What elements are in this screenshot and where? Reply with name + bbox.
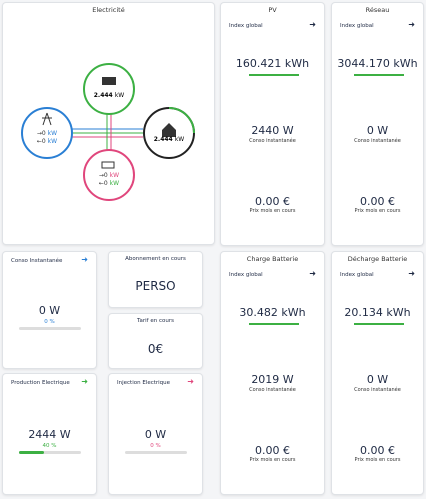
card-value: PERSO: [135, 279, 176, 293]
power-value: 0 W: [366, 124, 389, 137]
percent-value: 0 %: [44, 319, 55, 325]
power-label: Conso instantanée: [354, 387, 401, 393]
card-title: Décharge Batterie: [347, 255, 408, 263]
electricite-card: Electricité 2.444 kW 2.444 kW →0 kW ←0 k…: [2, 2, 215, 245]
power-label: Conso instantanée: [249, 138, 296, 144]
svg-text:→0 kW: →0 kW: [99, 172, 119, 179]
grid-out-value: 0: [42, 138, 46, 145]
house-flow-unit: kW: [175, 136, 184, 143]
progress-track: [19, 327, 81, 330]
pv-card: PV Index global ➜ 160.421 kWh 2440 W Conso in…: [220, 2, 325, 246]
arrow-icon: ➜: [309, 20, 316, 29]
svg-text:←0 kW: ←0 kW: [37, 138, 57, 145]
power-value: 0 W: [38, 304, 61, 317]
decharge_batterie-card: Décharge Batterie Index global ➜ 20.134 kWh…: [331, 251, 424, 495]
index-label: Index global: [340, 272, 374, 278]
charge_batterie-card: Charge Batterie Index global ➜ 30.482 kWh 20…: [220, 251, 325, 495]
power-value: 0 W: [144, 428, 167, 441]
svg-text:→0 kW: →0 kW: [37, 130, 57, 137]
battery-out-unit: kW: [110, 180, 119, 187]
price-value: 0.00 €: [255, 195, 290, 208]
arrow-icon: ➜: [408, 269, 415, 278]
price-label: Prix mois en cours: [354, 208, 401, 214]
power-label: Conso instantanée: [249, 387, 296, 393]
card-title: Réseau: [365, 6, 390, 14]
svg-text:←0 kW: ←0 kW: [99, 180, 119, 187]
card-value: 0€: [147, 342, 164, 356]
power-value: 2440 W: [251, 124, 294, 137]
svg-text:2.444 kW: 2.444 kW: [94, 92, 125, 99]
index-bar: [248, 323, 299, 325]
injection-card: Injection Electrique ➜ 0 W 0 %: [108, 373, 203, 495]
card-title: Abonnement en cours: [125, 256, 186, 262]
grid-out-unit: kW: [48, 138, 57, 145]
arrow-icon: ➜: [81, 255, 88, 264]
price-value: 0.00 €: [255, 444, 290, 457]
price-value: 0.00 €: [360, 195, 395, 208]
index-label: Index global: [340, 23, 374, 29]
power-value: 2019 W: [251, 373, 294, 386]
conso-card: Conso Instantanée ➜ 0 W 0 %: [2, 251, 97, 369]
card-title: PV: [268, 6, 277, 14]
battery-out-value: 0: [104, 180, 108, 187]
index-value: 3044.170 kWh: [337, 57, 418, 70]
tarif-card: Tarif en cours 0€: [108, 313, 203, 369]
battery-in-unit: kW: [110, 172, 119, 179]
index-bar: [353, 74, 404, 76]
card-title: Electricité: [92, 6, 125, 14]
price-label: Prix mois en cours: [249, 457, 296, 463]
index-label: Index global: [229, 23, 263, 29]
grid-in-unit: kW: [48, 130, 57, 137]
percent-value: 40 %: [42, 443, 57, 449]
production-card: Production Electrique ➜ 2444 W 40 %: [2, 373, 97, 495]
abonnement-card: Abonnement en cours PERSO: [108, 251, 203, 308]
house-flow-value: 2.444: [154, 136, 173, 143]
arrow-icon: ➜: [408, 20, 415, 29]
reseau-card: Réseau Index global ➜ 3044.170 kWh 0 W Conso …: [331, 2, 424, 246]
card-title: Injection Electrique: [117, 380, 171, 386]
progress-fill: [19, 451, 44, 454]
pv-flow-value: 2.444: [94, 92, 113, 99]
power-label: Conso instantanée: [354, 138, 401, 144]
pv-flow-unit: kW: [115, 92, 124, 99]
price-label: Prix mois en cours: [354, 457, 401, 463]
energy-flow: 2.444 kW 2.444 kW →0 kW ←0 kW →0 kW ←0 k…: [21, 63, 195, 201]
card-title: Conso Instantanée: [11, 258, 63, 264]
index-bar: [248, 74, 299, 76]
progress-track: [19, 451, 81, 454]
card-title: Tarif en cours: [137, 318, 174, 324]
arrow-icon: ➜: [187, 377, 194, 386]
price-value: 0.00 €: [360, 444, 395, 457]
arrow-icon: ➜: [309, 269, 316, 278]
arrow-icon: ➜: [81, 377, 88, 386]
index-bar: [353, 323, 404, 325]
card-title: Charge Batterie: [246, 255, 299, 263]
index-label: Index global: [229, 272, 263, 278]
percent-value: 0 %: [150, 443, 161, 449]
svg-text:2.444 kW: 2.444 kW: [154, 136, 185, 143]
index-value: 30.482 kWh: [239, 306, 306, 319]
index-value: 20.134 kWh: [344, 306, 411, 319]
progress-track: [125, 451, 187, 454]
power-value: 0 W: [366, 373, 389, 386]
power-value: 2444 W: [28, 428, 71, 441]
price-label: Prix mois en cours: [249, 208, 296, 214]
card-title: Production Electrique: [11, 380, 70, 386]
index-value: 160.421 kWh: [235, 57, 310, 70]
grid-in-value: 0: [42, 130, 46, 137]
battery-in-value: 0: [104, 172, 108, 179]
